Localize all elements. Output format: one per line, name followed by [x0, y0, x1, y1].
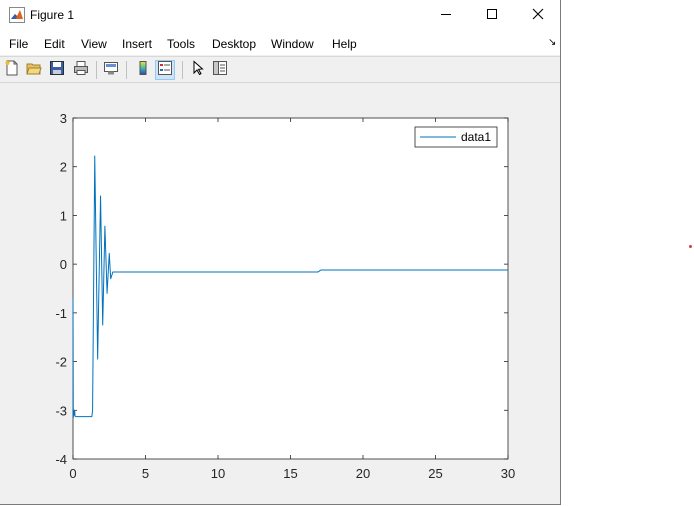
x-tick-label: 0	[69, 466, 76, 481]
close-button[interactable]	[515, 0, 561, 31]
close-icon	[532, 7, 544, 25]
maximize-icon	[486, 7, 498, 25]
menu-help[interactable]: Help	[332, 37, 357, 51]
minimize-button[interactable]	[423, 0, 469, 31]
y-tick-label: 3	[60, 111, 67, 126]
title-bar[interactable]: Figure 1	[0, 0, 560, 31]
figure-window: Figure 1 File Edit View Insert Tools Des…	[0, 0, 561, 505]
y-tick-label: 0	[60, 257, 67, 272]
toolbar-separator	[96, 61, 97, 79]
legend-icon	[157, 60, 173, 81]
legend-button[interactable]	[155, 60, 175, 80]
y-tick-label: 1	[60, 208, 67, 223]
menu-file[interactable]: File	[9, 37, 29, 51]
open-file-button[interactable]	[24, 60, 44, 80]
menu-insert[interactable]: Insert	[122, 37, 153, 51]
open-file-icon	[26, 60, 42, 81]
property-inspector-button[interactable]	[210, 60, 230, 80]
link-plot-icon	[103, 60, 119, 81]
edit-plot-icon	[190, 59, 206, 81]
figure-toolbar	[0, 56, 560, 83]
menu-tools[interactable]: Tools	[167, 37, 196, 51]
property-inspector-icon	[212, 60, 228, 81]
series-layer	[72, 155, 508, 419]
toolbar-separator	[182, 61, 183, 79]
y-tick-label: 2	[60, 160, 67, 175]
save-icon	[49, 60, 65, 81]
dock-arrow-icon[interactable]: ↘	[548, 37, 557, 48]
y-tick-label: -3	[55, 403, 67, 418]
maximize-button[interactable]	[469, 0, 515, 31]
stray-dot	[689, 245, 692, 248]
print-button[interactable]	[71, 60, 91, 80]
colorbar-icon	[135, 60, 151, 81]
save-button[interactable]	[47, 60, 67, 80]
window-title: Figure 1	[30, 8, 75, 22]
x-tick-label: 25	[428, 466, 442, 481]
series-line-data1[interactable]	[72, 155, 508, 419]
link-plot-button[interactable]	[101, 60, 121, 80]
toolbar-separator	[126, 61, 127, 79]
minimize-icon	[440, 7, 452, 25]
y-tick-label: -1	[55, 306, 67, 321]
x-tick-label: 10	[211, 466, 225, 481]
y-tick-label: -4	[55, 452, 67, 467]
x-tick-label: 5	[142, 466, 149, 481]
menu-bar: File Edit View Insert Tools Desktop Wind…	[0, 31, 560, 55]
y-tick-label: -2	[55, 355, 67, 370]
axes-area[interactable]	[72, 117, 509, 460]
x-tick-label: 20	[356, 466, 370, 481]
x-tick-label: 15	[283, 466, 297, 481]
menu-window[interactable]: Window	[271, 37, 314, 51]
legend[interactable]: data1	[414, 126, 498, 148]
matlab-icon	[9, 7, 25, 23]
new-figure-button[interactable]	[2, 60, 22, 80]
menu-view[interactable]: View	[81, 37, 107, 51]
new-figure-icon	[4, 60, 20, 81]
legend-entry-label: data1	[461, 130, 491, 144]
menu-desktop[interactable]: Desktop	[212, 37, 257, 51]
edit-plot-button[interactable]	[188, 59, 208, 81]
colorbar-button[interactable]	[133, 60, 153, 80]
print-icon	[73, 60, 89, 81]
menu-edit[interactable]: Edit	[44, 37, 65, 51]
x-tick-label: 30	[501, 466, 515, 481]
